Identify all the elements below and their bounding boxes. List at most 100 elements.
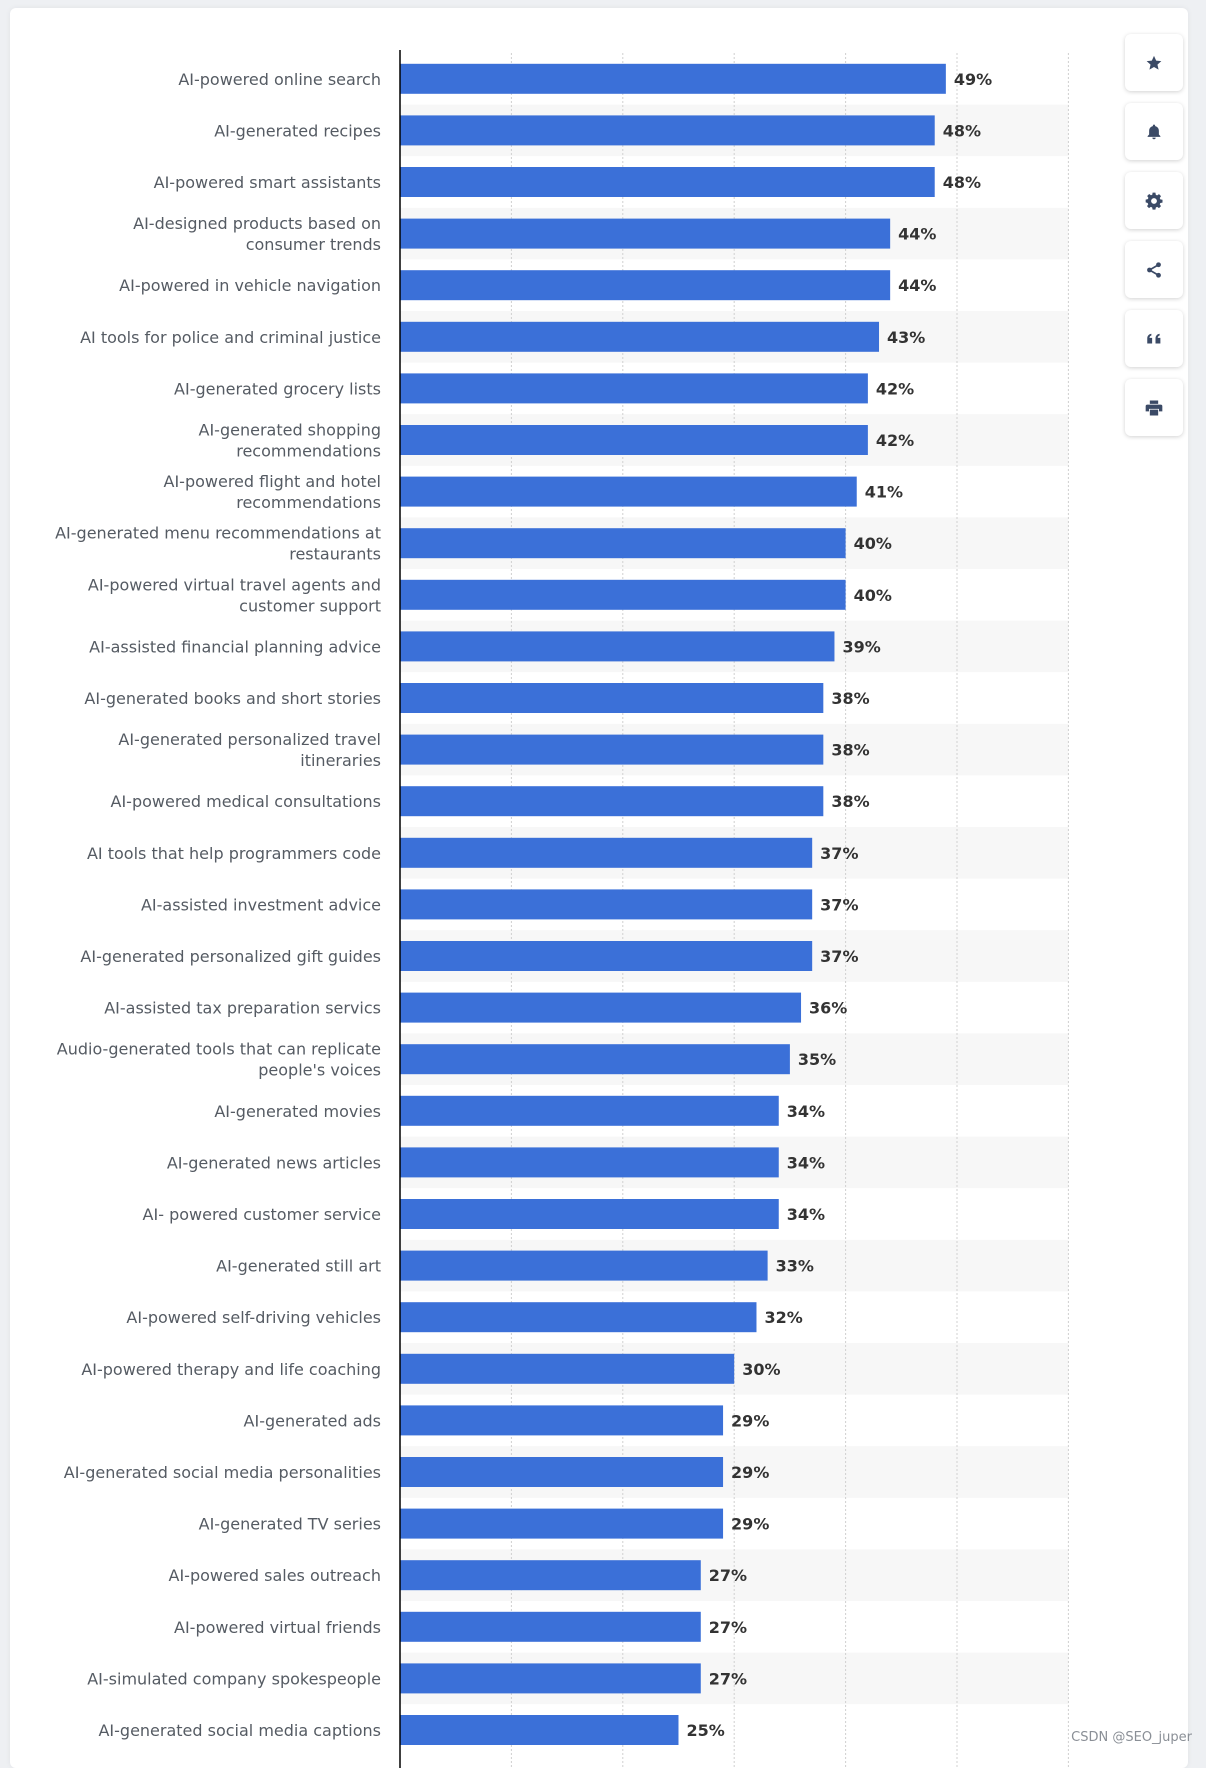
quote-icon [1147, 333, 1161, 343]
category-label-line: AI-generated menu recommendations at [55, 524, 381, 543]
category-label: AI-generated still art [216, 1257, 381, 1276]
category-label-line: AI-generated ads [244, 1411, 381, 1430]
category-label: AI-generated shopping recommendations [199, 421, 381, 461]
category-label-line: Audio-generated tools that can replicate [57, 1040, 381, 1059]
settings-button[interactable] [1125, 172, 1183, 229]
category-label-line: AI-simulated company spokespeople [87, 1669, 381, 1688]
category-label-line: AI-powered in vehicle navigation [119, 276, 381, 295]
category-label: AI-assisted investment advice [141, 895, 381, 914]
bar [400, 1405, 724, 1436]
category-label-line: AI-powered self-driving vehicles [126, 1308, 381, 1327]
bar [400, 476, 857, 507]
value-label: 40% [854, 586, 892, 605]
bar [400, 1457, 724, 1487]
print-button[interactable] [1125, 379, 1183, 436]
bar [400, 1663, 701, 1694]
bell-icon [1147, 124, 1161, 139]
category-label: AI tools that help programmers code [87, 844, 381, 863]
category-label: Audio-generated tools that can replicate… [57, 1040, 381, 1080]
value-label: 34% [787, 1102, 825, 1121]
category-label: AI-powered virtual friends [174, 1618, 381, 1637]
bar [400, 321, 880, 352]
category-label: AI tools for police and criminal justice [80, 328, 381, 347]
category-label-line: AI-designed products based on [133, 214, 381, 233]
value-label: 32% [764, 1308, 802, 1327]
value-label: 40% [854, 534, 892, 553]
value-label: 49% [954, 70, 992, 89]
category-label-line: AI-generated recipes [214, 121, 381, 140]
category-label-line: AI-powered online search [178, 70, 381, 89]
value-label: 44% [898, 276, 936, 295]
bar [400, 683, 824, 713]
category-label-line: AI-generated books and short stories [84, 689, 381, 708]
value-label: 38% [831, 689, 869, 708]
category-label: AI-powered sales outreach [169, 1566, 382, 1585]
category-label: AI-powered medical consultations [111, 792, 382, 811]
bar [400, 1302, 757, 1333]
bar [400, 786, 824, 817]
value-label: 38% [831, 792, 869, 811]
bar [400, 373, 868, 404]
category-label-line: AI-powered virtual travel agents and [88, 575, 381, 594]
value-label: 37% [820, 895, 858, 914]
category-label: AI- powered customer service [143, 1205, 381, 1224]
category-label-line: AI-generated TV series [199, 1515, 381, 1534]
bar [400, 941, 813, 971]
value-label: 27% [709, 1669, 747, 1688]
category-label-line: AI-powered virtual friends [174, 1618, 381, 1637]
bar [400, 1044, 790, 1075]
category-label: AI-powered in vehicle navigation [119, 276, 381, 295]
category-label: AI-powered therapy and life coaching [81, 1360, 381, 1379]
printer-icon [1145, 400, 1163, 415]
value-label: 44% [898, 225, 936, 244]
value-label: 33% [776, 1257, 814, 1276]
chart-card: 49% AI-powered online search 48% AI-generat… [10, 8, 1188, 1768]
category-label: AI-powered self-driving vehicles [126, 1308, 381, 1327]
favorite-button[interactable] [1125, 34, 1183, 91]
bar-chart: 49% AI-powered online search 48% AI-generat… [55, 50, 1069, 1768]
value-label: 34% [787, 1205, 825, 1224]
category-label-line: AI-powered sales outreach [169, 1566, 382, 1585]
notification-button[interactable] [1125, 103, 1183, 160]
value-label: 27% [709, 1618, 747, 1637]
category-label-line: people's voices [258, 1061, 381, 1080]
value-label: 48% [943, 121, 981, 140]
category-label: AI-generated recipes [214, 121, 381, 140]
value-label: 37% [820, 947, 858, 966]
value-label: 48% [943, 173, 981, 192]
category-label-line: AI-assisted tax preparation servics [104, 999, 381, 1018]
bar [400, 115, 935, 146]
bar [400, 270, 891, 301]
cite-button[interactable] [1125, 310, 1183, 367]
category-label-line: AI-powered smart assistants [154, 173, 381, 192]
chart-toolbar [1125, 34, 1183, 436]
category-label-line: AI tools that help programmers code [87, 844, 381, 863]
bar [400, 579, 846, 610]
category-label-line: customer support [239, 596, 381, 615]
bar [400, 1353, 735, 1384]
category-label: AI-powered online search [178, 70, 381, 89]
value-label: 29% [731, 1463, 769, 1482]
value-label: 35% [798, 1050, 836, 1069]
category-label: AI-generated grocery lists [174, 379, 381, 398]
category-label-line: AI-generated shopping [199, 421, 381, 440]
bar [400, 1611, 701, 1642]
category-label-line: AI-generated personalized travel [118, 730, 381, 749]
category-label-line: recommendations [236, 442, 381, 461]
star-icon [1146, 55, 1162, 70]
category-label: AI-powered virtual travel agents and cust… [88, 575, 381, 615]
value-label: 29% [731, 1515, 769, 1534]
category-label-line: itineraries [300, 751, 381, 770]
category-label-line: AI-generated social media captions [98, 1721, 381, 1740]
category-label-line: AI-assisted financial planning advice [89, 637, 381, 656]
category-label-line: AI-powered flight and hotel [164, 472, 381, 491]
bar [400, 992, 802, 1023]
share-button[interactable] [1125, 241, 1183, 298]
category-label-line: AI-generated personalized gift guides [80, 947, 381, 966]
bar [400, 1560, 701, 1591]
category-label-line: AI-assisted investment advice [141, 895, 381, 914]
category-label-line: AI-generated still art [216, 1257, 381, 1276]
bar [400, 63, 946, 94]
category-label-line: AI tools for police and criminal justice [80, 328, 381, 347]
bar [400, 837, 813, 868]
